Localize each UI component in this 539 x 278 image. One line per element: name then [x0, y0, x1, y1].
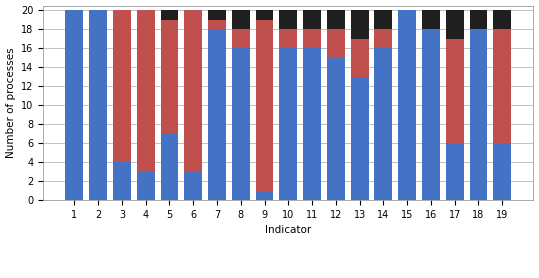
- Bar: [255, 20, 273, 191]
- Bar: [327, 10, 345, 29]
- Bar: [446, 143, 464, 200]
- Bar: [303, 48, 321, 200]
- Bar: [279, 10, 297, 29]
- Bar: [351, 39, 369, 77]
- Bar: [232, 10, 250, 29]
- Bar: [184, 172, 202, 200]
- Bar: [113, 162, 131, 200]
- Bar: [232, 48, 250, 200]
- Bar: [137, 172, 155, 200]
- Bar: [375, 29, 392, 48]
- Bar: [255, 191, 273, 200]
- Bar: [493, 143, 511, 200]
- Bar: [89, 10, 107, 200]
- Bar: [375, 48, 392, 200]
- Bar: [375, 10, 392, 29]
- Bar: [493, 10, 511, 29]
- Bar: [303, 10, 321, 29]
- Bar: [422, 29, 440, 200]
- Bar: [161, 134, 178, 200]
- Bar: [255, 10, 273, 20]
- Bar: [327, 58, 345, 200]
- Bar: [161, 20, 178, 134]
- Bar: [66, 10, 84, 200]
- Bar: [303, 29, 321, 48]
- Bar: [469, 29, 487, 200]
- Bar: [184, 10, 202, 172]
- Bar: [208, 20, 226, 29]
- Y-axis label: Number of processes: Number of processes: [5, 48, 16, 158]
- Bar: [469, 10, 487, 29]
- Bar: [351, 10, 369, 39]
- Bar: [161, 10, 178, 20]
- X-axis label: Indicator: Indicator: [265, 225, 312, 235]
- Bar: [137, 10, 155, 172]
- Bar: [279, 48, 297, 200]
- Bar: [113, 10, 131, 162]
- Bar: [398, 10, 416, 200]
- Bar: [279, 29, 297, 48]
- Bar: [351, 77, 369, 200]
- Bar: [327, 29, 345, 58]
- Bar: [422, 10, 440, 29]
- Bar: [232, 29, 250, 48]
- Bar: [446, 39, 464, 143]
- Bar: [493, 29, 511, 143]
- Bar: [446, 10, 464, 39]
- Bar: [208, 29, 226, 200]
- Bar: [208, 10, 226, 20]
